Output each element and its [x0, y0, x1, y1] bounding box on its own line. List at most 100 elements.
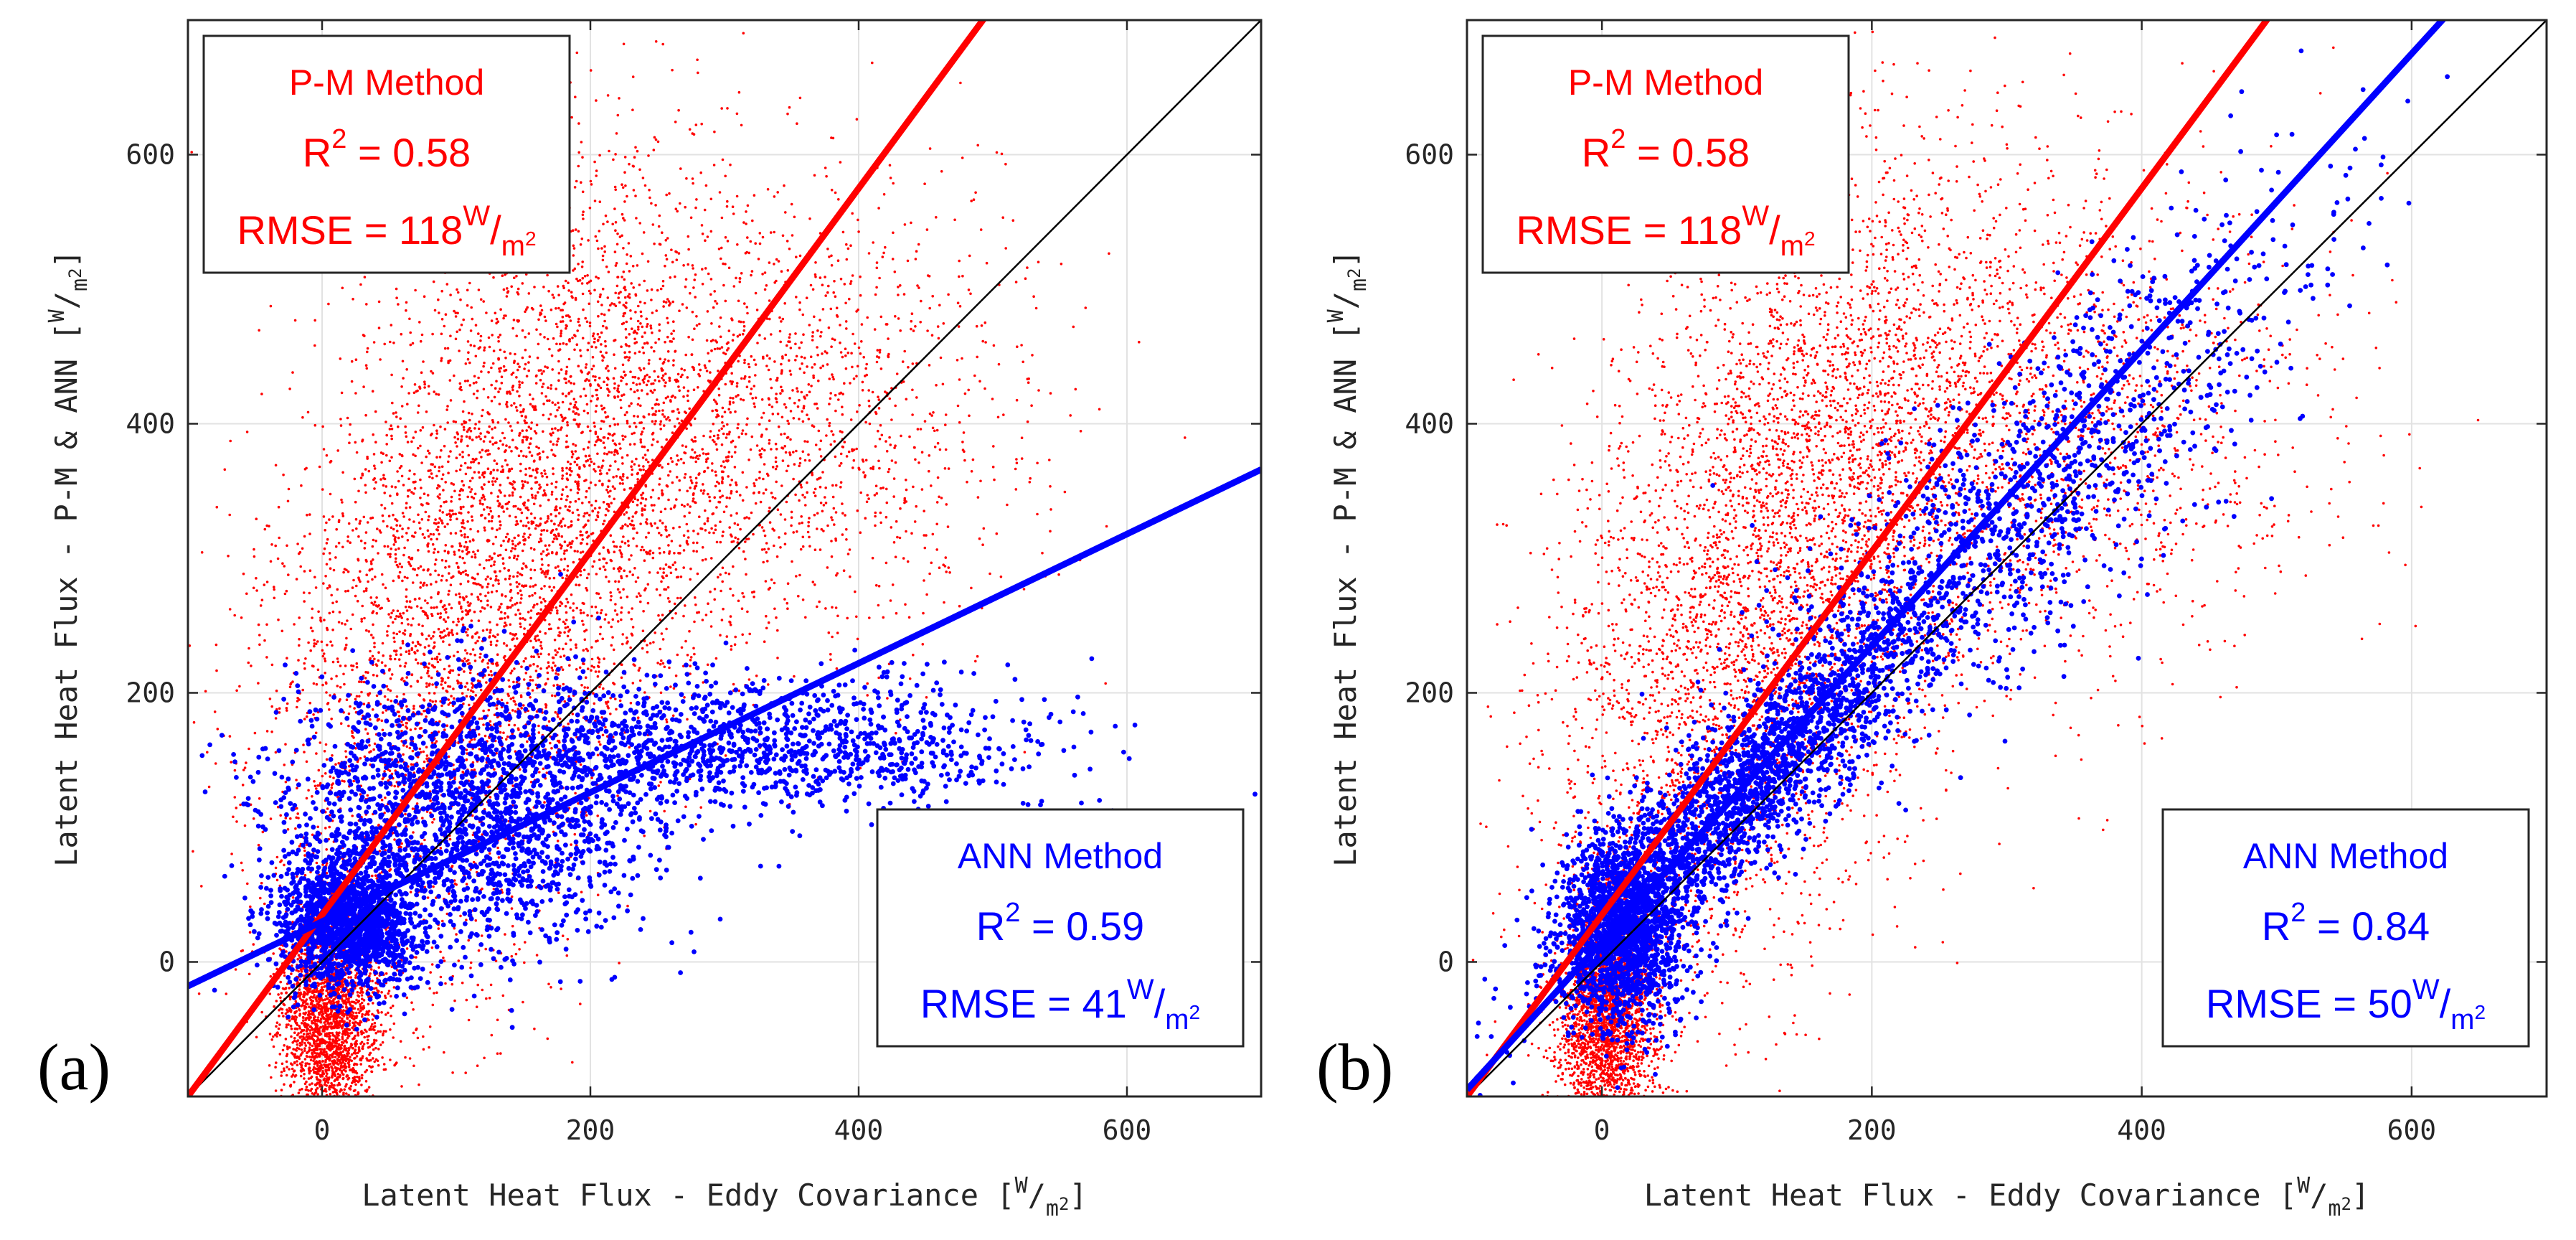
pm-point: [308, 1032, 312, 1035]
pm-point: [717, 429, 721, 432]
pm-point: [776, 191, 779, 194]
pm-point: [371, 1018, 374, 1021]
pm-point: [721, 158, 725, 161]
pm-point: [536, 664, 539, 668]
pm-point: [438, 497, 441, 499]
pm-point: [437, 525, 440, 529]
pm-point: [754, 363, 758, 366]
pm-point: [626, 642, 628, 645]
pm-point: [645, 458, 648, 461]
pm-point: [346, 1017, 349, 1020]
pm-point: [470, 689, 473, 692]
pm-point: [364, 1080, 368, 1083]
pm-point: [832, 507, 836, 510]
pm-point: [417, 446, 420, 450]
pm-point: [822, 530, 825, 532]
pm-point: [624, 184, 627, 187]
pm-point: [429, 971, 432, 974]
pm-point: [345, 1065, 348, 1068]
pm-point: [727, 475, 730, 478]
pm-point: [1004, 162, 1007, 166]
pm-point: [798, 367, 802, 370]
pm-point: [606, 220, 609, 223]
pm-point: [414, 644, 417, 648]
pm-point: [877, 407, 881, 410]
pm-point: [407, 652, 411, 655]
pm-point: [377, 1048, 380, 1051]
pm-point: [593, 337, 596, 341]
pm-point: [456, 330, 458, 334]
pm-point: [808, 517, 811, 520]
pm-point: [801, 494, 804, 497]
pm-point: [519, 469, 522, 473]
pm-point: [601, 482, 604, 486]
pm-point: [603, 406, 605, 410]
pm-point: [250, 664, 253, 667]
pm-point: [976, 144, 979, 147]
pm-point: [613, 609, 617, 612]
pm-point: [524, 480, 527, 483]
pm-point: [527, 687, 530, 690]
pm-point: [314, 1101, 317, 1104]
pm-point: [592, 692, 595, 695]
pm-point: [725, 496, 729, 499]
pm-point: [565, 342, 568, 346]
pm-point: [529, 639, 532, 643]
pm-point: [407, 477, 410, 481]
pm-point: [636, 595, 638, 598]
pm-point: [466, 535, 469, 539]
pm-point: [369, 1111, 372, 1114]
pm-point: [796, 122, 798, 125]
pm-point: [409, 891, 412, 893]
pm-point: [560, 368, 563, 371]
pm-point: [423, 699, 426, 702]
pm-point: [361, 1047, 364, 1051]
pm-point: [534, 481, 537, 484]
pm-point: [719, 496, 722, 499]
pm-point: [483, 471, 486, 474]
pm-point: [624, 343, 628, 346]
pm-point: [958, 421, 961, 424]
pm-point: [884, 440, 887, 443]
pm-point: [800, 486, 803, 489]
pm-point: [625, 301, 628, 304]
pm-point: [601, 258, 605, 262]
pm-point: [622, 247, 625, 250]
pm-point: [931, 426, 935, 430]
pm-point: [648, 189, 651, 192]
pm-point: [501, 557, 504, 560]
pm-point: [481, 833, 483, 836]
pm-point: [735, 385, 739, 388]
pm-point: [454, 311, 458, 314]
pm-point: [475, 436, 478, 439]
pm-point: [458, 549, 461, 552]
pm-point: [400, 332, 403, 336]
pm-point: [258, 643, 261, 647]
pm-point: [704, 460, 708, 464]
pm-point: [745, 486, 748, 489]
pm-point: [511, 670, 514, 672]
pm-point: [719, 335, 722, 339]
pm-point: [742, 221, 745, 224]
pm-point: [428, 392, 430, 395]
pm-point: [714, 528, 717, 532]
pm-point: [323, 750, 326, 753]
pm-point: [908, 677, 912, 680]
pm-point: [834, 484, 838, 487]
pm-point: [686, 503, 689, 506]
pm-point: [721, 580, 724, 583]
pm-point: [346, 964, 349, 967]
pm-point: [359, 476, 363, 479]
pm-point: [316, 1052, 319, 1055]
pm-point: [339, 1024, 341, 1027]
pm-point: [359, 1030, 363, 1033]
pm-point: [566, 938, 570, 941]
pm-point: [349, 541, 352, 544]
pm-point: [473, 427, 476, 430]
pm-point: [683, 451, 686, 454]
pm-point: [496, 554, 500, 558]
pm-point: [925, 534, 928, 537]
pm-point: [567, 289, 570, 292]
pm-point: [520, 593, 523, 597]
pm-point: [747, 365, 751, 369]
